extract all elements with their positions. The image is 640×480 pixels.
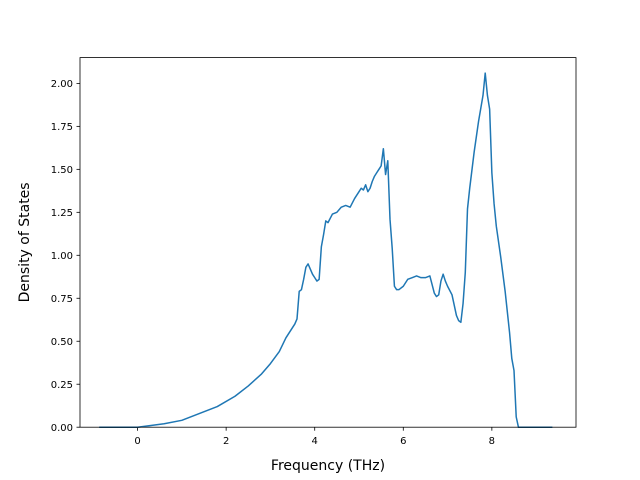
plot-area bbox=[80, 57, 576, 428]
y-axis-label: Density of States bbox=[17, 182, 33, 302]
y-tick-label: 1.00 bbox=[51, 251, 73, 262]
x-tick-label: 0 bbox=[134, 436, 140, 447]
y-tick-label: 1.50 bbox=[51, 165, 73, 176]
x-tick-label: 8 bbox=[489, 436, 495, 447]
y-tick-label: 0.00 bbox=[51, 423, 73, 434]
tick-layer: 0 2 4 6 8 0.00 0.25 0.50 0.75 1.00 1.25 1.50 1.75 2.0… bbox=[51, 79, 495, 447]
x-tick-label: 2 bbox=[223, 436, 229, 447]
x-tick-label: 4 bbox=[312, 436, 318, 447]
y-tick-label: 1.75 bbox=[51, 122, 73, 133]
plot-frame bbox=[79, 57, 577, 428]
y-tick-label: 0.50 bbox=[51, 337, 73, 348]
x-tick-label: 6 bbox=[400, 436, 406, 447]
y-tick-label: 0.25 bbox=[51, 380, 73, 391]
y-tick-label: 0.75 bbox=[51, 294, 73, 305]
y-tick-label: 1.25 bbox=[51, 208, 73, 219]
dos-series-line bbox=[99, 72, 553, 428]
x-axis-label: Frequency (THz) bbox=[271, 458, 385, 474]
y-tick-label: 2.00 bbox=[51, 79, 73, 90]
